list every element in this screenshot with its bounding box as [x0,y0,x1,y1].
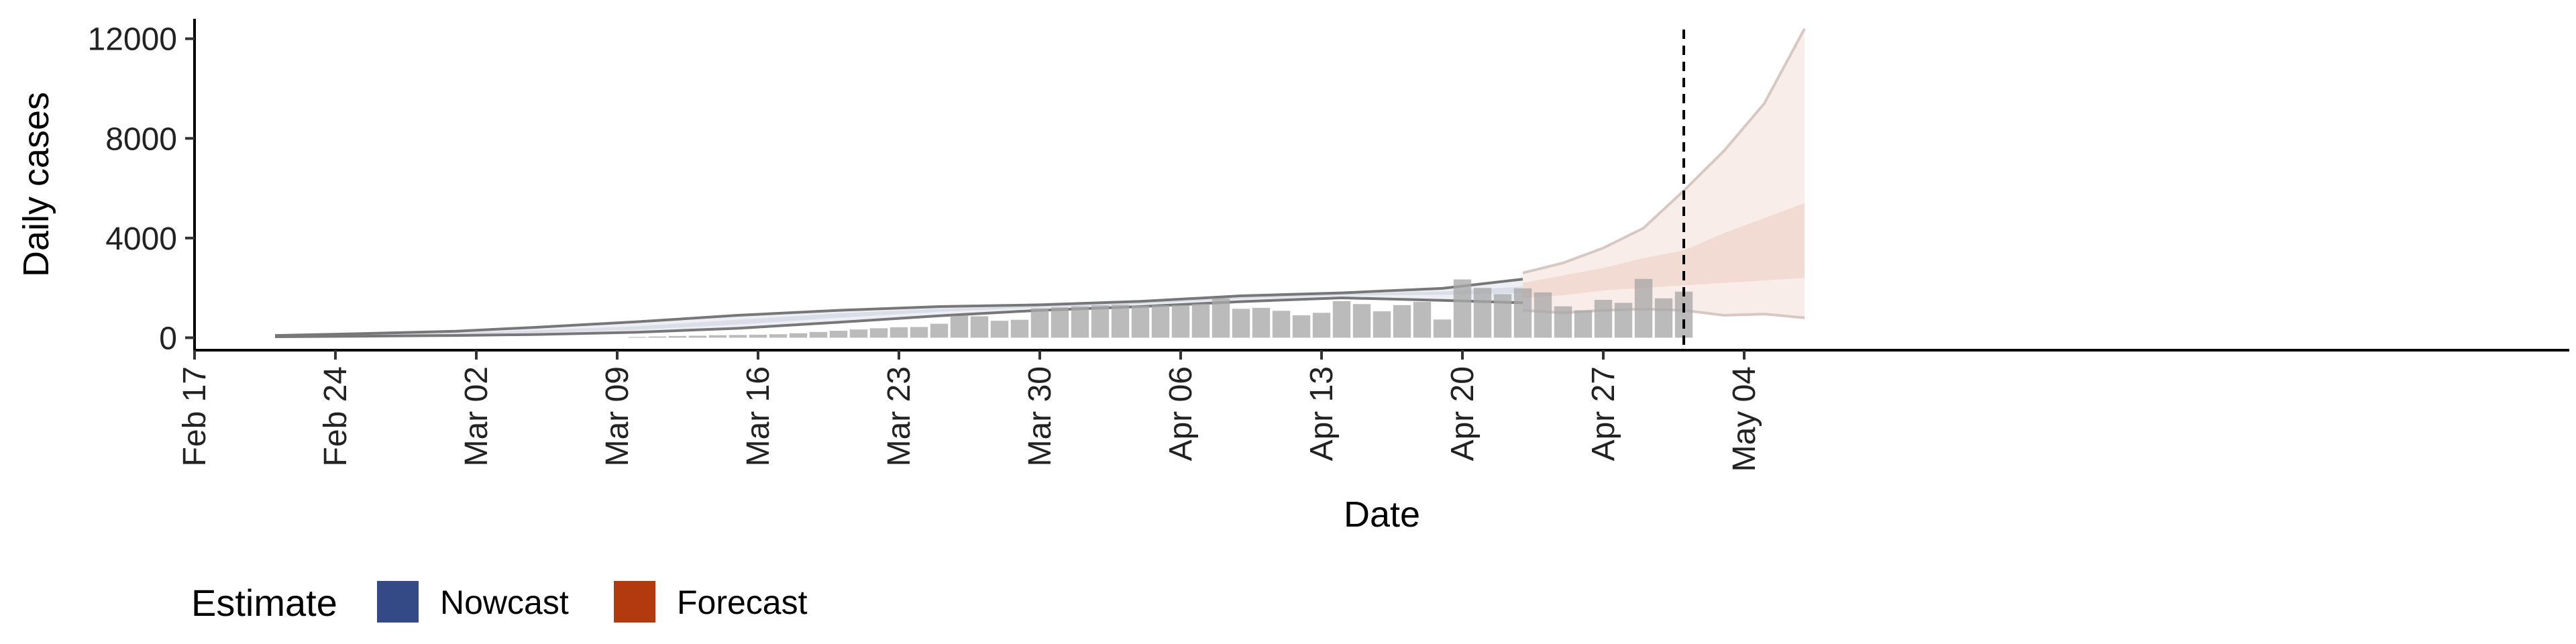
observed-case-bar [950,315,969,338]
observed-case-bar [1010,319,1029,338]
nowcast-legend-label: Nowcast [440,584,569,621]
x-tick-label: Mar 23 [881,366,917,466]
nowcast-legend-swatch [377,581,419,623]
legend-title: Estimate [191,582,337,624]
observed-case-bar [789,333,808,338]
observed-case-bar [1272,311,1291,338]
observed-case-bar [1352,304,1371,338]
observed-case-bar [1373,311,1391,338]
nowcast-lower-line [274,296,1523,338]
observed-case-bar [1493,294,1512,338]
observed-case-bar [1513,288,1532,338]
observed-case-bar [890,327,908,338]
x-tick-label: Feb 24 [318,366,354,466]
observed-case-bar [1332,301,1351,338]
observed-case-bar [1151,305,1170,338]
observed-case-bars [628,278,1693,338]
axes [193,19,2569,352]
x-tick-label: Mar 16 [741,366,776,466]
x-tick-label: May 04 [1727,366,1762,472]
observed-case-bar [849,329,868,338]
observed-case-bar [1554,306,1572,338]
observed-case-bar [648,336,667,338]
forecast-inner-band [1523,203,1805,298]
observed-case-bar [990,321,1009,338]
observed-case-bar [1614,303,1633,338]
x-tick-label: Feb 17 [177,366,213,466]
x-axis-ticks: Feb 17 Feb 24 Mar 02 Mar 09 Mar 16 Mar 23 Mar … [177,350,1762,472]
y-tick-label: 4000 [105,221,177,257]
y-tick-label: 0 [159,321,177,356]
observed-case-bar [910,327,928,338]
forecast-legend-label: Forecast [677,584,808,621]
observed-case-bar [1191,303,1210,338]
y-tick-label: 8000 [105,121,177,157]
y-axis-ticks: 0 4000 8000 12000 [88,22,195,356]
observed-case-bar [688,335,707,338]
forecast-legend-swatch [614,581,655,623]
observed-case-bar [1292,315,1311,338]
observed-case-bar [1534,292,1552,338]
observed-case-bar [1594,299,1613,338]
observed-case-bar [1111,305,1130,338]
observed-case-bar [708,335,727,338]
legend-items: Nowcast Forecast [377,581,808,623]
observed-case-bar [1171,305,1190,338]
legend: Estimate Nowcast Forecast [191,581,808,624]
observed-case-bar [1473,288,1492,338]
y-tick-label: 12000 [88,22,177,58]
observed-case-bar [1071,306,1089,338]
x-tick-label: Apr 06 [1163,366,1199,461]
observed-case-bar [809,331,828,338]
nowcast-inner-band [275,286,1523,337]
observed-case-bar [1574,310,1593,338]
observed-case-bar [729,335,747,338]
x-tick-label: Mar 09 [600,366,635,466]
observed-case-bar [1252,307,1271,338]
observed-case-bar [1131,305,1150,338]
x-tick-label: Apr 27 [1586,366,1621,461]
estimate-bands [274,28,1806,338]
observed-case-bar [668,335,687,338]
observed-case-bar [970,316,989,338]
observed-case-bar [1393,305,1411,338]
observed-case-bar [1091,305,1110,338]
observed-case-bar [749,334,767,338]
y-axis-title: Daily cases [16,92,56,277]
x-tick-label: Mar 02 [459,366,494,466]
observed-case-bar [1232,309,1250,338]
observed-case-bar [1674,291,1693,338]
observed-case-bar [1433,319,1452,338]
observed-case-bar [1030,308,1049,338]
observed-case-bar [930,323,949,338]
observed-case-bar [1312,313,1331,338]
x-tick-label: Mar 30 [1022,366,1058,466]
observed-case-bar [1453,279,1472,338]
observed-case-bar [769,334,788,338]
forecast-upper-line [1522,28,1806,274]
observed-case-bar [1654,298,1673,338]
x-axis-title: Date [1344,494,1420,535]
observed-case-bar [1634,278,1653,338]
observed-case-bar [869,328,888,338]
observed-case-bar [1051,307,1069,338]
x-tick-label: Apr 13 [1304,366,1340,461]
observed-case-bar [1212,298,1230,338]
observed-case-bar [1413,301,1432,338]
nowcast-upper-line [274,278,1523,337]
observed-case-bar [829,331,848,338]
x-tick-label: Apr 20 [1445,366,1481,461]
